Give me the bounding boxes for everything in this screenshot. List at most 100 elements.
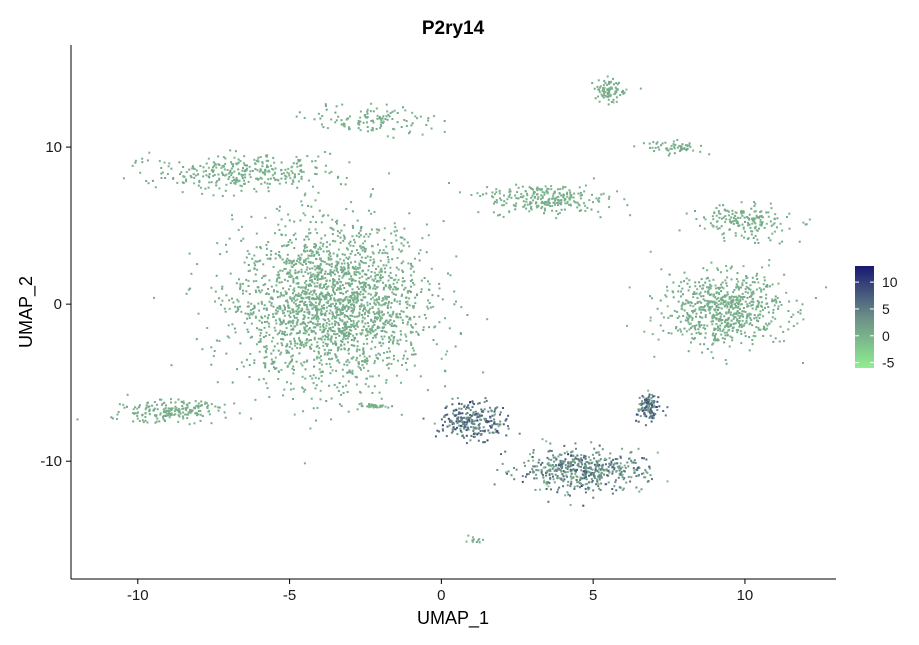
cell-point	[400, 413, 403, 416]
cell-point	[290, 382, 292, 385]
cell-point	[170, 167, 173, 170]
cell-point	[377, 307, 380, 310]
cell-point	[328, 264, 331, 267]
cell-point	[501, 462, 504, 465]
cell-point	[552, 475, 554, 478]
cell-point	[405, 296, 408, 299]
cell-point	[732, 323, 735, 326]
cell-point	[247, 305, 250, 308]
cell-point	[303, 302, 306, 305]
cell-point	[739, 216, 742, 219]
cell-point	[580, 469, 583, 472]
cell-point	[455, 300, 457, 303]
cell-point	[316, 320, 319, 323]
cell-point	[411, 331, 414, 334]
cell-point	[755, 316, 758, 319]
cell-point	[556, 477, 559, 480]
cell-point	[709, 222, 712, 225]
cell-point	[178, 161, 181, 164]
cell-point	[376, 301, 379, 304]
cell-point	[477, 432, 480, 435]
cell-point	[583, 202, 585, 205]
cell-point	[230, 167, 233, 170]
cell-point	[440, 418, 443, 421]
cell-point	[284, 306, 286, 309]
cell-point	[361, 288, 364, 291]
cell-point	[309, 262, 312, 265]
cell-point	[688, 301, 690, 304]
cell-point	[321, 287, 324, 290]
cell-point	[369, 302, 372, 305]
cell-point	[357, 299, 360, 302]
cell-point	[335, 310, 338, 313]
cell-point	[145, 404, 148, 407]
cell-point	[311, 251, 314, 254]
cell-point	[649, 295, 652, 298]
cell-point	[643, 330, 646, 333]
cell-point	[422, 326, 425, 329]
cell-point	[167, 407, 170, 410]
cell-point	[716, 220, 719, 223]
cell-point	[725, 303, 728, 306]
cell-point	[497, 425, 500, 428]
cell-point	[188, 252, 191, 255]
cell-point	[339, 291, 342, 294]
cell-point	[545, 481, 548, 484]
cell-point	[736, 318, 739, 321]
cell-point	[293, 413, 296, 416]
cell-point	[712, 218, 715, 221]
cell-point	[247, 180, 250, 183]
cell-point	[295, 312, 298, 315]
cell-point	[546, 463, 549, 466]
cell-point	[289, 239, 292, 241]
cell-point	[412, 306, 415, 309]
cell-point	[366, 304, 369, 307]
cell-point	[381, 338, 384, 341]
cell-point	[350, 306, 353, 309]
cell-point	[301, 300, 304, 303]
cell-point	[320, 308, 323, 311]
cell-point	[270, 285, 273, 288]
cell-point	[280, 338, 282, 341]
cell-point	[413, 283, 416, 286]
cell-point	[729, 297, 732, 300]
cell-point	[373, 362, 376, 365]
cell-point	[247, 301, 250, 304]
cell-point	[290, 324, 293, 327]
cell-point	[427, 307, 430, 310]
cell-point	[417, 333, 420, 336]
cell-point	[257, 156, 260, 159]
cell-point	[342, 122, 345, 125]
cell-point	[281, 322, 283, 325]
cell-point	[358, 262, 361, 265]
cell-point	[781, 240, 784, 243]
cell-point	[341, 284, 344, 287]
cell-point	[616, 462, 619, 465]
cell-point	[621, 475, 624, 478]
cell-point	[691, 337, 694, 340]
cell-point	[433, 326, 436, 329]
cell-point	[460, 431, 463, 434]
cell-point	[197, 406, 200, 409]
cell-point	[393, 279, 395, 282]
cell-point	[295, 293, 297, 296]
cell-point	[639, 87, 642, 90]
cell-point	[728, 345, 731, 348]
cell-point	[288, 314, 291, 317]
cell-point	[265, 254, 268, 256]
cell-point	[342, 124, 345, 127]
cell-point	[198, 179, 201, 182]
cell-point	[347, 410, 350, 413]
cell-point	[555, 458, 558, 461]
cell-point	[420, 279, 423, 282]
cell-point	[430, 127, 433, 130]
cell-point	[410, 342, 413, 345]
cell-point	[354, 375, 357, 378]
cell-point	[310, 254, 313, 257]
cell-point	[700, 144, 702, 147]
cell-point	[354, 279, 357, 282]
cell-point	[604, 90, 607, 93]
cell-point	[409, 280, 412, 282]
cell-point	[773, 230, 776, 233]
cell-point	[361, 261, 364, 264]
